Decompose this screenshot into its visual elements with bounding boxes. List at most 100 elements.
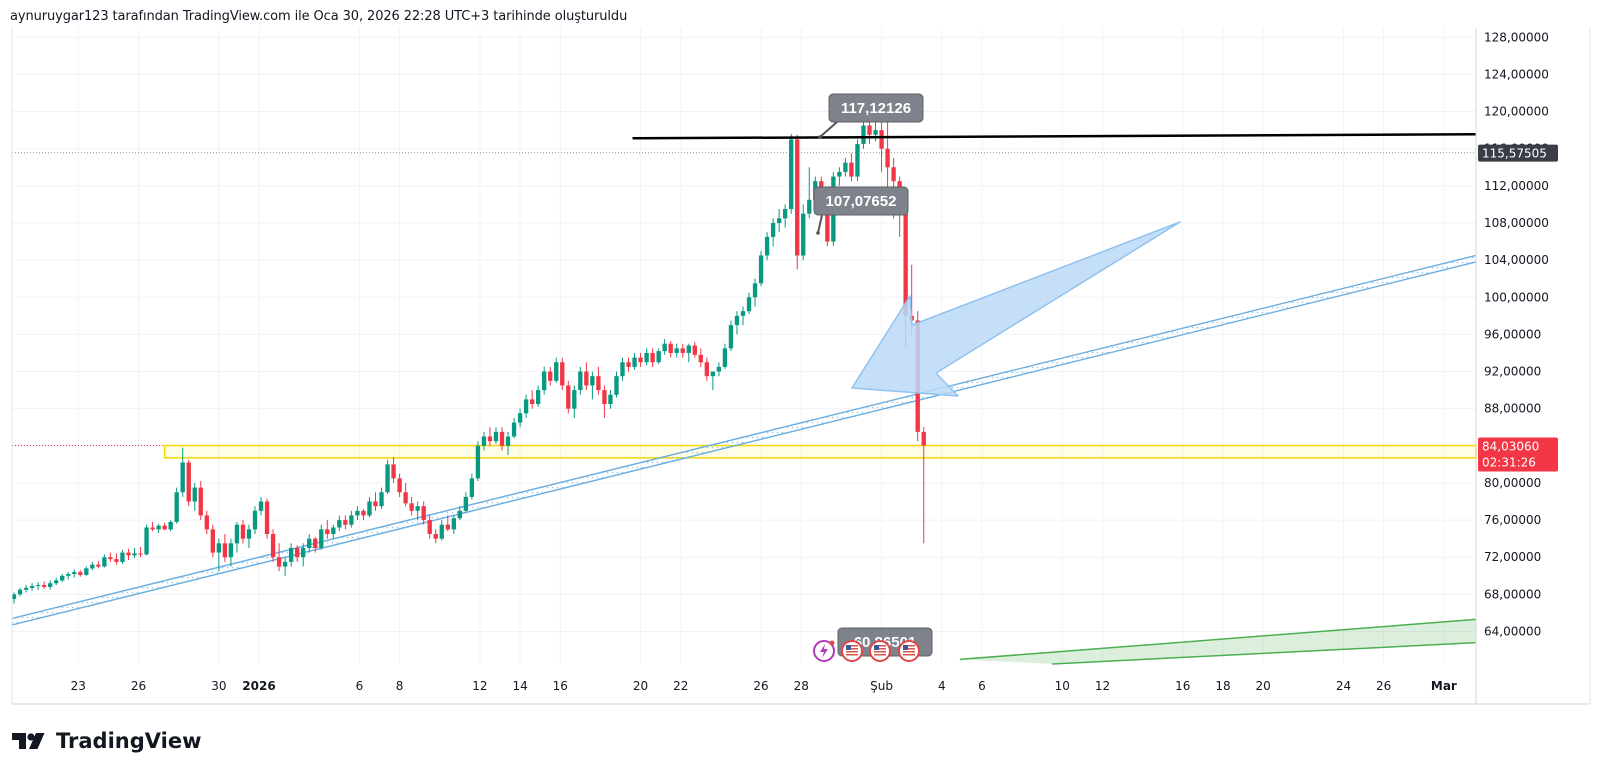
candle-body <box>307 538 312 548</box>
flag-stripe <box>903 651 915 653</box>
candle-body <box>584 371 589 386</box>
callout-pointer <box>817 214 823 234</box>
candle-body <box>270 534 276 558</box>
candle-body <box>373 501 378 507</box>
candle-body <box>861 125 866 145</box>
candle-body <box>505 436 511 446</box>
candle-body <box>108 557 113 560</box>
candle-body <box>433 534 438 539</box>
flag-stripe <box>903 648 915 650</box>
flag-stripe <box>903 645 915 647</box>
x-tick-label: 23 <box>71 679 86 693</box>
candle-body <box>54 580 59 584</box>
candle-body <box>337 520 342 528</box>
candle-body <box>415 506 420 511</box>
y-tick-label: 124,00000 <box>1484 67 1549 81</box>
candle-body <box>35 585 41 587</box>
candle-body <box>475 445 481 479</box>
candle-body <box>78 572 83 575</box>
candle-body <box>162 525 167 530</box>
candle-body <box>674 348 679 353</box>
candle-body <box>60 575 65 581</box>
candle-body <box>560 362 565 386</box>
x-tick-label: 26 <box>1376 679 1391 693</box>
candle-body <box>921 431 926 446</box>
flag-canton <box>903 645 908 650</box>
candle-body <box>535 390 541 405</box>
flag-stripe <box>874 648 886 650</box>
candle-body <box>770 222 776 237</box>
y-tick-label: 88,00000 <box>1484 402 1541 416</box>
lightning-event-icon[interactable] <box>813 640 835 662</box>
candle-body <box>174 492 179 522</box>
x-tick-label: Mar <box>1431 679 1457 693</box>
candle-body <box>138 553 143 555</box>
candle-body <box>282 561 288 567</box>
candle-body <box>192 487 197 502</box>
x-tick-label: 14 <box>512 679 527 693</box>
candle-body <box>511 422 517 437</box>
flag-canton <box>846 645 851 650</box>
x-tick-label: 24 <box>1336 679 1351 693</box>
flag-stripe <box>846 648 858 650</box>
price-label-box <box>1478 437 1558 472</box>
green-channel-fill <box>959 619 1476 664</box>
x-tick-label: 12 <box>472 679 487 693</box>
us-flag-event-icon[interactable] <box>898 640 920 662</box>
candle-body <box>596 376 601 391</box>
flag-stripe <box>903 654 915 656</box>
candle-body <box>638 357 643 363</box>
trend-channel-fill <box>12 255 1476 626</box>
candle-body <box>246 529 252 539</box>
candle-body <box>216 543 222 553</box>
candle-body <box>867 125 872 135</box>
event-markers[interactable] <box>813 640 920 662</box>
x-tick-label: 20 <box>633 679 648 693</box>
y-tick-label: 120,00000 <box>1484 105 1549 119</box>
y-tick-label: 80,00000 <box>1484 476 1541 490</box>
candle-body <box>692 345 697 355</box>
event-dot <box>829 640 835 646</box>
x-tick-label: 8 <box>396 679 404 693</box>
candle-body <box>102 557 107 567</box>
candle-body <box>144 527 149 555</box>
candle-body <box>602 390 607 405</box>
candle-body <box>198 487 203 516</box>
candle-body <box>355 510 360 516</box>
price-label-box <box>1478 144 1558 162</box>
candle-body <box>614 376 619 395</box>
candle-body <box>294 547 300 558</box>
x-tick-label: 12 <box>1095 679 1110 693</box>
x-tick-label: 22 <box>673 679 688 693</box>
candle-body <box>554 362 559 381</box>
candle-body <box>789 139 794 210</box>
candle-body <box>855 144 860 177</box>
candle-body <box>849 162 854 177</box>
x-tick-label: 18 <box>1215 679 1230 693</box>
candle-body <box>252 510 258 530</box>
flag-stripe <box>874 654 886 656</box>
lightning-glyph <box>820 644 828 658</box>
candle-body <box>698 354 703 363</box>
candle-body <box>837 171 842 177</box>
tradingview-brand[interactable]: TradingView <box>12 729 201 753</box>
flag-canton <box>874 645 879 650</box>
y-tick-label: 64,00000 <box>1484 625 1541 639</box>
x-tick-label: 6 <box>356 679 364 693</box>
candle-body <box>156 525 161 530</box>
y-tick-label: 128,00000 <box>1484 30 1549 44</box>
candle-body <box>66 573 71 576</box>
candle-body <box>210 529 215 553</box>
tradingview-logo-icon <box>12 731 48 751</box>
candle-body <box>325 529 330 535</box>
candle-body <box>481 436 487 446</box>
candle-body <box>72 572 77 574</box>
us-flag-event-icon[interactable] <box>869 640 891 662</box>
countdown-label: 02:31:26 <box>1482 456 1536 470</box>
candle-body <box>801 213 806 256</box>
us-flag-event-icon[interactable] <box>841 640 863 662</box>
candle-body <box>843 162 848 172</box>
candle-body <box>740 311 746 316</box>
candle-body <box>710 371 716 377</box>
